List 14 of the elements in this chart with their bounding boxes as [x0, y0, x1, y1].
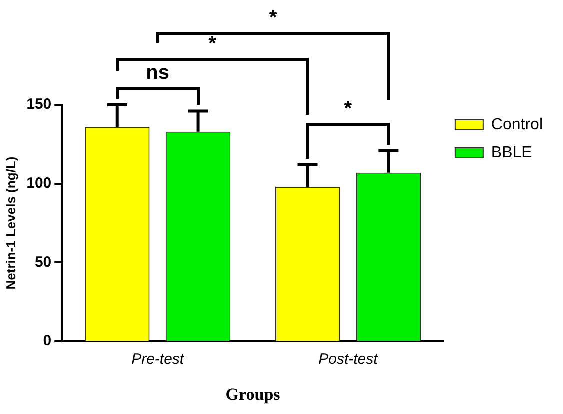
- y-tick-label: 50: [34, 254, 52, 271]
- text: *: [208, 32, 218, 56]
- x-tick-label: Pre-test: [132, 350, 185, 368]
- legend-label: Control: [491, 116, 543, 134]
- y-tick-label: 100: [26, 175, 52, 192]
- annotation: *: [343, 97, 354, 121]
- x-tick-label: Post-test: [318, 350, 379, 368]
- x-axis-title: Groups: [226, 385, 281, 404]
- y-tick-label: 150: [26, 96, 52, 114]
- y-tick-label: 0: [43, 332, 52, 350]
- legend-label: BBLE: [491, 144, 532, 162]
- text: *: [268, 6, 278, 30]
- text: ns: [145, 61, 170, 85]
- y-axis-title: Netrin-1 Levels (ng/L): [3, 156, 18, 290]
